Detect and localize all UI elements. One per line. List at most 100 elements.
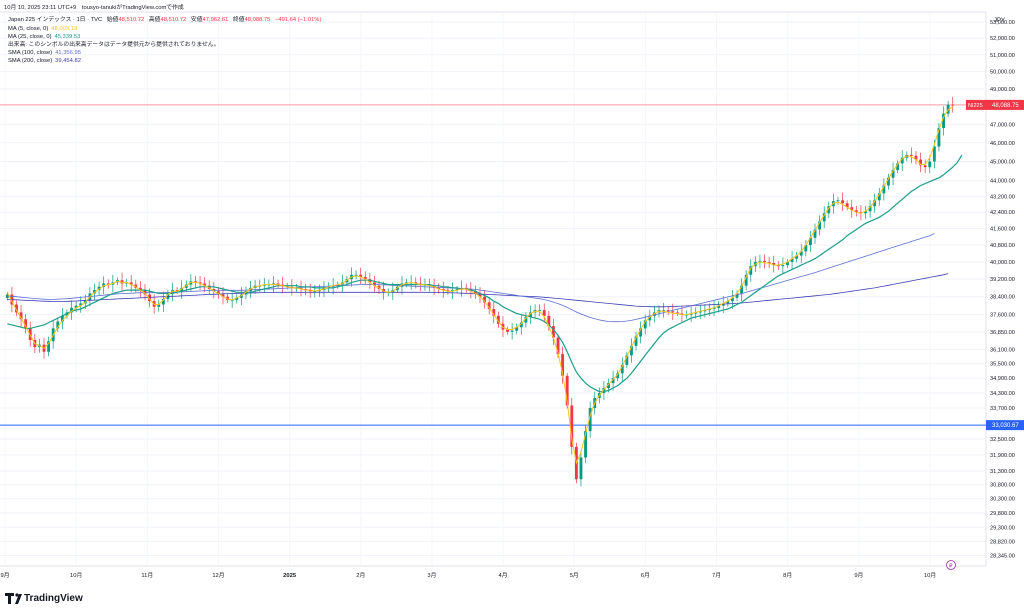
candle-body [354,274,358,276]
candle-body [235,297,239,301]
candle-body [483,296,487,303]
candle-body [799,251,803,256]
candle-body [561,354,565,376]
tradingview-logo-icon [5,593,14,604]
candle-body [928,161,932,168]
time-tick-label: 10月 [924,572,936,579]
candle-body [611,378,615,384]
candle-body [698,311,702,313]
candle-body [19,312,23,320]
price-tick-label: 51,000.00 [990,53,1015,59]
candle-body [496,315,500,324]
event-marker-icon[interactable] [946,560,956,570]
candle-body [524,316,528,323]
candle-body [203,283,207,286]
price-tick-label: 53,000.00 [990,20,1015,26]
candle-body [712,307,716,310]
open-value: 48,510.72 [118,17,144,23]
candle-body [79,303,83,306]
price-tick-label: 36,850.00 [990,330,1015,336]
candle-body [308,290,312,292]
candle-body [648,315,652,321]
brand-name: TradingView [24,593,83,604]
sma100-line [7,233,935,323]
price-axis[interactable]: 53,000.00 52,000.00 51,000.00 50,000.00 49,0… [990,20,1015,560]
candle-body [730,297,734,302]
candle-body [161,298,165,305]
price-tick-label: 30,300.00 [990,497,1015,503]
candle-body [492,309,496,316]
candle-body [373,282,376,286]
price-tick-label: 28,345.00 [990,554,1015,560]
last-price-tag: NI225 48,088.75 [966,99,1024,110]
candle-body [827,206,831,214]
candle-body [552,326,555,338]
price-tick-label: 44,000.00 [990,179,1015,185]
symbol-tag-text: NI225 [968,103,983,109]
price-tick-label: 40,000.00 [990,260,1015,266]
candle-body [60,315,64,322]
candle-body [15,304,18,313]
time-tick-label: 6月 [641,572,650,579]
legend-value: 41,356.95 [55,50,81,56]
candle-body [276,283,280,285]
time-tick-label: 3月 [427,572,436,579]
price-tick-label: 37,600.00 [990,313,1015,319]
event-marker-glyph: ₽ [949,563,953,570]
candle-body [487,302,491,310]
high-value: 48,510.72 [160,17,186,23]
candle-body [102,283,106,287]
candle-body [900,157,904,164]
time-axis[interactable]: 9月 10月 11月 12月 2025 2月 3月 4月 5月 6月 7月 8月 9月 10月 [0,572,936,579]
candle-body [662,310,665,311]
time-tick-label: 9月 [854,572,863,579]
candle-body [262,284,266,286]
candle-body [919,159,923,166]
currency-label: JPY [994,18,1005,24]
candle-body [56,321,60,329]
candle-body [299,287,303,289]
candle-body [937,128,941,147]
price-tick-label: 34,300.00 [990,391,1015,397]
candle-body [887,177,890,186]
tradingview-logo-slash [15,594,22,604]
candle-body [864,211,867,214]
candle-body [272,283,275,285]
candle-body [813,229,817,238]
candle-body [570,405,574,447]
candle-body [588,408,592,432]
candle-body [437,287,441,289]
legend-item: MA (25, close, 0) 45,339.53 [8,34,80,40]
candle-body [932,146,936,162]
last-price-value: 48,088.75 [992,103,1019,109]
candle-body [129,282,133,285]
price-tick-label: 52,000.00 [990,36,1015,42]
symbol-line: Japan 225 インデックス · 1日 · TVC 始値48,510.72 … [8,15,321,23]
low-label: 安値 [191,15,203,23]
candle-body [556,337,560,355]
price-tick-label: 45,000.00 [990,160,1015,166]
candle-body [680,313,684,315]
time-tick-label: 8月 [783,572,792,579]
legend-item: MA (5, close, 0) 48,003.13 [8,26,77,32]
header-line: 10月 10, 2025 23:11 UTC+9 tousyo-tanukiがT… [4,3,184,11]
high-label: 高値 [149,15,161,23]
candle-body [363,276,367,280]
candle-body [630,345,633,356]
candle-body [157,304,161,307]
tradingview-logo[interactable]: TradingView [5,593,83,604]
legend-label: 出来高: このシンボルの出来高データはデータ提供元から提供されておりません。 [8,40,219,48]
candle-body [744,274,748,286]
candle-body [749,266,753,275]
candle-body [221,294,225,297]
tradingview-logo-dot [15,593,19,597]
symbol-title: Japan 225 インデックス · 1日 · TVC [8,15,102,23]
candle-body [818,221,822,230]
candle-body [845,203,849,208]
candle-body [120,280,124,284]
symbol-tag-bg [966,99,986,110]
candle-body [519,322,523,328]
moving-averages [6,106,963,465]
candle-body [198,282,202,284]
